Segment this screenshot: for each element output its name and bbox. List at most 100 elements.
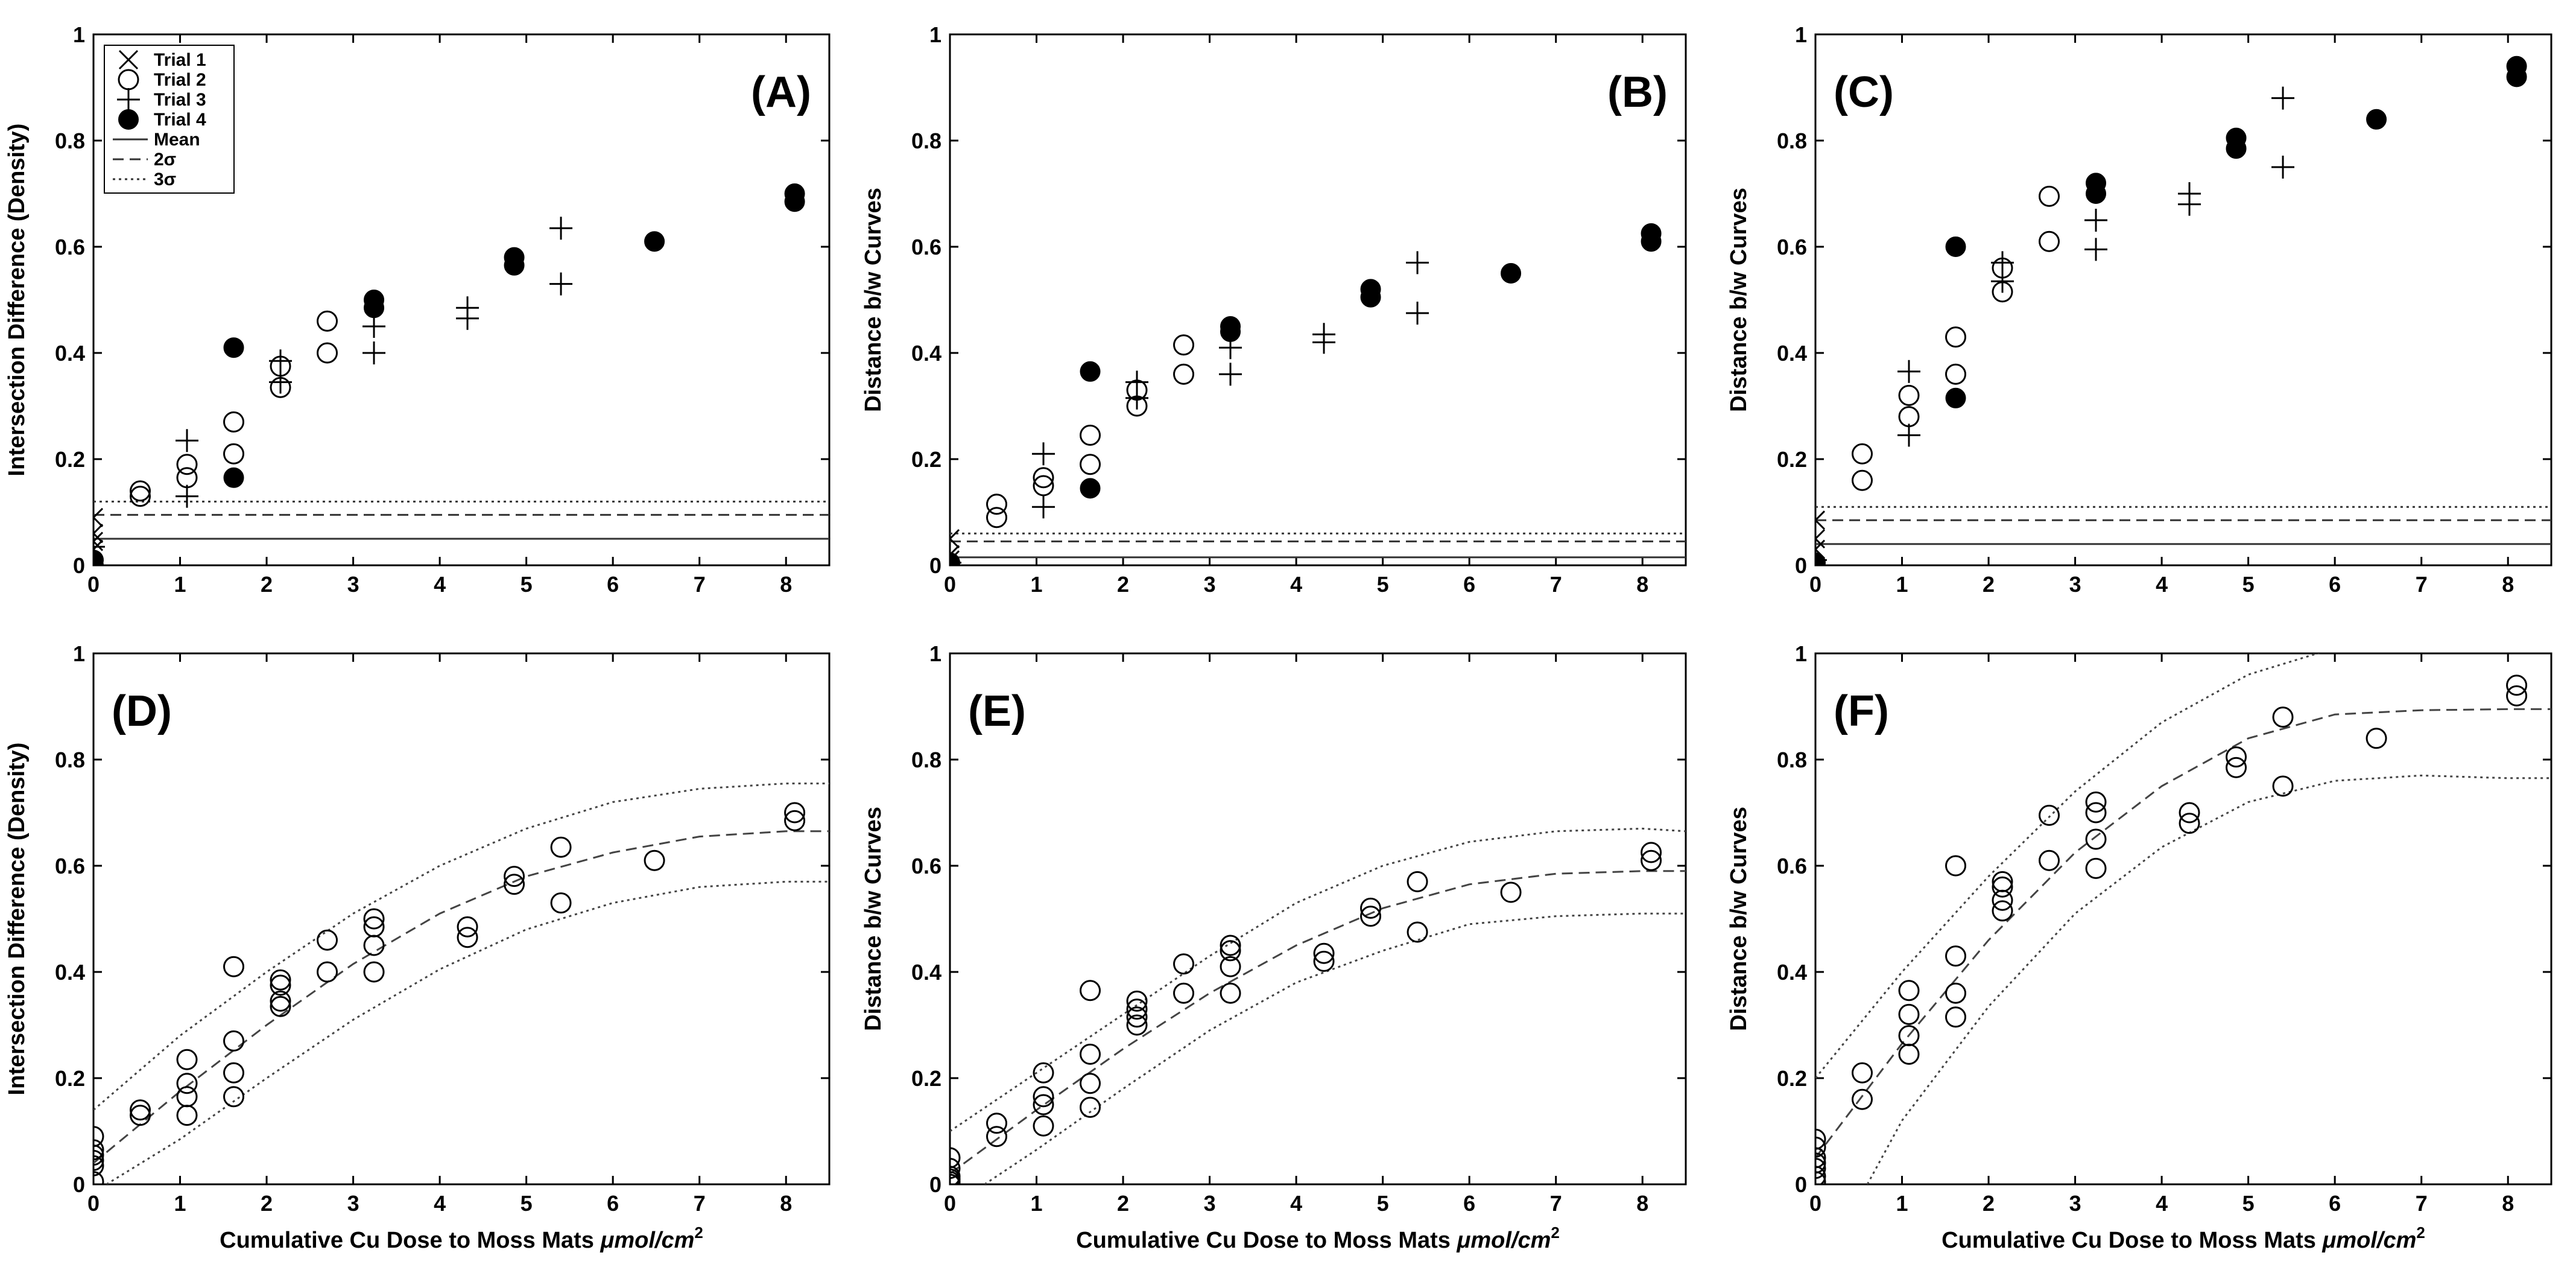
data-point (2506, 66, 2527, 87)
y-tick-label: 0.6 (911, 235, 941, 259)
data-point (1815, 1158, 1826, 1179)
data-point (1815, 529, 1826, 549)
data-point (1407, 921, 1428, 943)
data-point (223, 956, 245, 977)
legend-label: 3σ (154, 170, 176, 189)
x-tick-label: 4 (1290, 1191, 1302, 1216)
data-point (1991, 270, 2014, 293)
data-point (1898, 384, 1920, 406)
y-axis-label: Distance b/w Curves (1726, 188, 1752, 412)
x-tick-label: 3 (347, 572, 359, 597)
x-tick-label: 6 (607, 572, 619, 597)
y-tick-label: 0.2 (1777, 1066, 1807, 1091)
x-tick-label: 8 (780, 572, 792, 597)
data-point (223, 411, 245, 433)
data-point (223, 443, 245, 465)
data-point (1897, 360, 1921, 383)
y-axis-label: Intersection Difference (Density) (4, 743, 30, 1096)
data-point (1945, 326, 1967, 348)
data-point (1360, 287, 1381, 308)
data-point (93, 524, 104, 544)
data-point (504, 866, 525, 887)
data-point (1898, 980, 1920, 1002)
x-axis-label-unit: μmol/cm (2321, 1228, 2416, 1253)
data-point (1992, 900, 2013, 922)
data-point (644, 231, 665, 252)
series-all-trials (950, 842, 1662, 1184)
y-tick-label: 0 (929, 553, 941, 578)
plot-frame (1814, 652, 2552, 1186)
y-tick-label: 0.2 (1777, 447, 1807, 472)
x-tick-label: 5 (1377, 1191, 1389, 1216)
data-point (223, 1086, 245, 1108)
data-point (2085, 857, 2107, 879)
data-point (1815, 1152, 1826, 1174)
y-tick-label: 0.4 (911, 960, 941, 985)
data-point (950, 550, 960, 565)
x-axis-label-unit: μmol/cm (600, 1228, 694, 1253)
data-point (1220, 935, 1241, 956)
data-point (504, 874, 525, 895)
legend-label: 2σ (154, 150, 176, 170)
x-tick-label: 1 (1031, 1191, 1043, 1216)
legend-label: Trial 1 (154, 50, 206, 70)
y-tick-label: 0 (73, 553, 85, 578)
x-tick-label: 2 (1117, 1191, 1129, 1216)
data-point (1033, 475, 1054, 497)
series-all-trials (93, 802, 806, 1184)
data-point (1080, 361, 1101, 382)
data-point (1407, 871, 1428, 892)
plot-frame (1814, 33, 2552, 567)
data-point (2084, 238, 2108, 261)
plot-content (950, 827, 1686, 1184)
data-point (223, 1062, 245, 1084)
data-point (1945, 387, 1966, 408)
data-point (1033, 1062, 1054, 1084)
data-point (1033, 1086, 1054, 1108)
x-axis-label: Cumulative Cu Dose to Moss Mats μmol/cm2 (1076, 1224, 1560, 1253)
x-tick-label: 1 (1896, 572, 1908, 597)
data-point (2179, 813, 2200, 834)
data-point (93, 1139, 104, 1161)
data-point (457, 916, 478, 938)
data-point (1033, 467, 1054, 489)
x-tick-label: 6 (2329, 1191, 2341, 1216)
data-point (950, 529, 960, 549)
data-point (176, 1073, 198, 1094)
data-point (269, 349, 293, 373)
data-point (784, 810, 806, 831)
y-tick-label: 0.6 (55, 235, 85, 259)
x-tick-label: 1 (174, 572, 186, 597)
data-point (317, 961, 338, 983)
data-point (363, 961, 385, 983)
x-tick-label: 4 (434, 572, 446, 597)
series-trial-4 (950, 223, 1662, 565)
y-tick-label: 0 (73, 1172, 85, 1197)
x-tick-label: 5 (1377, 572, 1389, 597)
data-point (1852, 1062, 1873, 1084)
data-point (1173, 363, 1195, 385)
curve-lower (106, 880, 829, 1184)
data-point (223, 467, 244, 488)
data-point (2086, 183, 2107, 204)
data-point (176, 484, 199, 508)
data-point (1500, 881, 1522, 903)
data-point (130, 1105, 151, 1126)
x-tick-label: 0 (1809, 1191, 1821, 1216)
data-point (1898, 1003, 1920, 1025)
panel-label: (B) (1607, 68, 1668, 116)
data-point (1815, 1171, 1826, 1184)
data-point (1815, 1128, 1826, 1150)
y-tick-label: 0.6 (55, 854, 85, 878)
data-point (2506, 685, 2528, 706)
x-tick-label: 8 (780, 1191, 792, 1216)
data-point (176, 454, 198, 475)
data-point (1852, 1088, 1873, 1110)
panel-label: (D) (112, 687, 172, 735)
x-tick-label: 3 (2069, 1191, 2081, 1216)
panel-label: (A) (751, 68, 811, 116)
x-tick-label: 8 (1636, 572, 1648, 597)
data-point (1220, 321, 1241, 342)
y-tick-label: 0.4 (911, 341, 941, 366)
y-tick-label: 0 (1795, 1172, 1807, 1197)
